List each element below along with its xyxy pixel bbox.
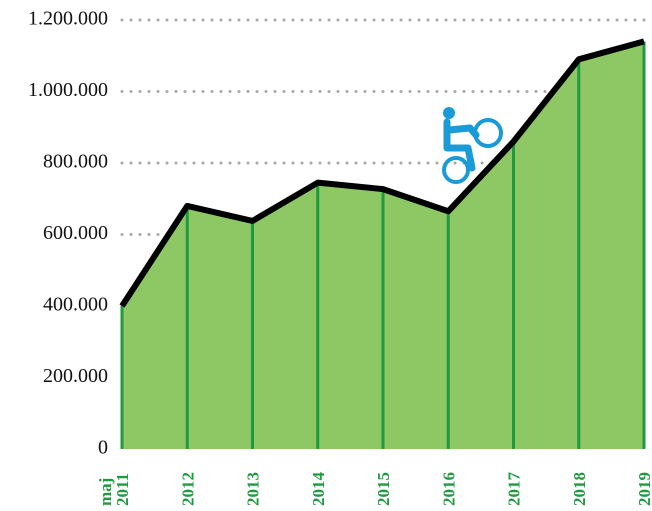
- bicycle-icon: [442, 107, 503, 184]
- x-tick-label: 2019: [635, 472, 652, 506]
- y-tick-label: 400.000: [43, 294, 108, 316]
- x-tick-label: 2015: [374, 472, 393, 506]
- x-tick-label: 2012: [178, 472, 197, 506]
- x-tick-label: maj 2011: [96, 473, 132, 506]
- y-tick-label: 200.000: [43, 365, 108, 387]
- x-tick-label: 2016: [439, 472, 458, 506]
- x-tick-label: 2018: [570, 472, 589, 506]
- x-tick-label: 2013: [244, 472, 263, 506]
- y-tick-label: 1.000.000: [28, 79, 108, 101]
- x-tick-label: 2017: [505, 472, 524, 507]
- plot: [119, 38, 646, 449]
- y-tick-label: 0: [98, 437, 108, 459]
- x-tick-label-line: 2011: [113, 473, 132, 506]
- x-tick-label-line: maj: [96, 473, 115, 506]
- y-tick-label: 600.000: [43, 222, 108, 244]
- line: [119, 38, 645, 308]
- y-tick-label: 800.000: [43, 151, 108, 173]
- x-tick-label: 2014: [309, 472, 328, 507]
- y-tick-label: 1.200.000: [28, 8, 108, 30]
